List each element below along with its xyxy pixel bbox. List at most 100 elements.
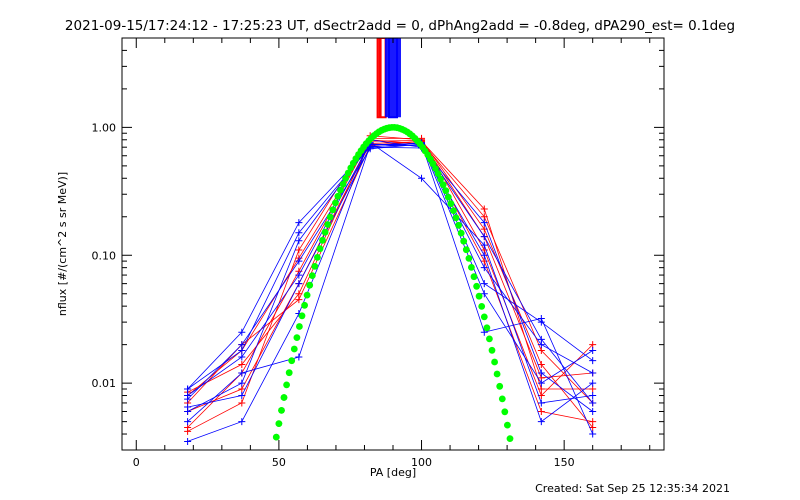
series-point-12-7 (589, 379, 597, 387)
series-point-10-6 (537, 315, 545, 323)
series-point-8-7 (589, 392, 597, 400)
fit-green-dot (288, 357, 296, 365)
series-point-7-7 (589, 369, 597, 377)
fit-green-dot (296, 323, 303, 330)
fit-green-dot (506, 435, 514, 442)
series-point-11-1 (238, 341, 246, 349)
fit-green-dot (498, 395, 506, 403)
fit-green-dot (432, 165, 439, 172)
fit-green-dot (488, 346, 496, 354)
series-point-5-6 (537, 385, 545, 393)
series-point-12-0 (184, 403, 192, 411)
series-point-0-7 (589, 341, 597, 349)
fit-green-dot (339, 180, 347, 188)
fit-green-dot (437, 175, 444, 183)
fit-green-dot (308, 272, 316, 279)
series-point-12-1 (238, 392, 246, 400)
fit-green-dot (342, 175, 349, 182)
fit-green-dot (452, 214, 460, 222)
series-point-11-6 (537, 379, 545, 387)
series-point-3-1 (238, 360, 246, 368)
series-point-12-5 (480, 251, 488, 259)
fit-green-dot (475, 292, 483, 300)
fit-green-dot (314, 254, 321, 261)
series-point-2-6 (537, 346, 545, 354)
series-point-9-6 (537, 369, 545, 377)
series-point-10-2 (295, 353, 303, 361)
series-point-11-5 (480, 290, 488, 298)
fit-green-dot (293, 334, 301, 341)
series-point-8-5 (480, 241, 488, 249)
x-tick-label-3: 150 (554, 456, 575, 469)
series-point-13-6 (537, 335, 545, 343)
created-timestamp: Created: Sat Sep 25 12:35:34 2021 (535, 482, 730, 495)
fit-green-dot (442, 187, 450, 195)
plot-area (184, 38, 597, 445)
vertical-bar-red (378, 38, 382, 118)
fit-green-dot (321, 228, 329, 236)
fit-green-dot (483, 324, 491, 332)
x-tick-label-2: 100 (411, 456, 432, 469)
series-point-3-6 (537, 408, 545, 416)
series-point-4-2 (295, 246, 303, 254)
series-point-9-5 (480, 219, 488, 227)
fit-green-dot (275, 420, 283, 427)
fit-green-dot (316, 245, 324, 253)
series-point-11-2 (295, 257, 303, 265)
fit-green-dot (447, 200, 455, 208)
series-line-9 (187, 139, 593, 442)
fit-green-dot (285, 369, 293, 377)
fit-green-dot (280, 394, 288, 401)
series-point-13-0 (184, 385, 192, 393)
fit-green-dot (278, 407, 285, 414)
fit-green-dot (319, 236, 326, 244)
fit-green-dot (504, 421, 511, 429)
series-point-6-1 (238, 328, 246, 336)
series-point-8-4 (418, 174, 426, 182)
series-point-11-0 (184, 395, 192, 403)
fit-green-dot (272, 433, 280, 441)
fit-green-dot (457, 229, 465, 237)
fit-green-dot (306, 281, 314, 289)
vertical-bar-band (385, 38, 401, 118)
series-point-4-6 (537, 360, 545, 368)
fit-green-dot (326, 213, 334, 221)
fit-green-dot (434, 170, 442, 178)
series-line-2 (187, 141, 593, 412)
fit-green-dot (344, 169, 352, 177)
series-point-13-7 (589, 399, 597, 407)
series-point-10-7 (589, 430, 597, 438)
fit-green-dot (455, 221, 462, 229)
fit-green-dot (329, 206, 337, 214)
fit-green-dot (301, 301, 308, 309)
fit-green-dot (332, 199, 339, 207)
series-point-5-5 (480, 205, 488, 213)
series-line-7 (187, 143, 593, 412)
series-point-8-1 (238, 353, 246, 361)
series-line-12 (187, 146, 593, 423)
series-point-12-6 (537, 418, 545, 426)
series-point-11-7 (589, 346, 597, 354)
fit-green-dot (439, 181, 447, 189)
series-point-13-2 (295, 229, 303, 237)
y-tick-label-0: 0.01 (92, 377, 117, 390)
series-line-13 (187, 144, 594, 404)
fit-green-dot (311, 263, 319, 270)
fit-green-dot (324, 221, 332, 228)
y-axis-label: nflux [#/(cm^2 s sr MeV)] (56, 172, 69, 316)
y-tick-label-2: 1.00 (92, 121, 117, 134)
series-point-4-7 (589, 423, 597, 431)
series-line-5 (187, 140, 593, 404)
fit-green-dot (470, 273, 478, 281)
fit-green-dot (493, 370, 501, 378)
series-point-9-7 (589, 408, 597, 416)
fit-green-dot (473, 282, 480, 290)
x-tick-label-1: 50 (272, 456, 286, 469)
series-point-8-2 (295, 271, 303, 279)
series-point-9-0 (184, 437, 192, 445)
series-point-7-2 (295, 237, 303, 245)
series-point-7-1 (238, 379, 246, 387)
series-point-7-5 (480, 264, 488, 272)
series-line-10 (187, 142, 594, 435)
fit-green-dot (480, 313, 488, 321)
